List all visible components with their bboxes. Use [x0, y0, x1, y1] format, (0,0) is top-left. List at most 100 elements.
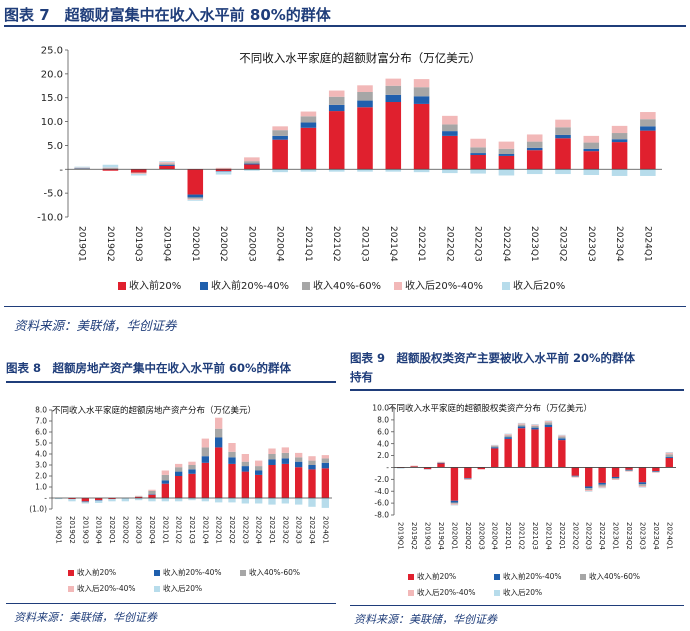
bar-segment	[175, 467, 183, 472]
legend-label: 收入前20%	[417, 571, 456, 581]
bar-segment	[583, 142, 600, 149]
bar-segment	[74, 168, 90, 169]
chart-title: 不同收入水平家庭的超额房地产资产分布（万亿美元）	[52, 405, 256, 416]
bar-segment	[81, 502, 89, 504]
bar-segment	[255, 498, 263, 504]
bar-segment	[504, 437, 512, 439]
bar-segment	[215, 169, 232, 172]
bar-segment	[665, 452, 673, 455]
fig9-title-cont: 持有	[350, 370, 373, 384]
bar-segment	[598, 487, 606, 489]
bar-segment	[638, 484, 647, 486]
y-tick-label: -	[44, 494, 47, 503]
bar-segment	[228, 443, 236, 452]
bar-segment	[585, 491, 593, 492]
bar-segment	[268, 459, 276, 465]
bar-segment	[255, 474, 263, 498]
fig9-chart: 不同收入水平家庭的超额股权类资产分布（万亿美元）10.0 8.0 6.0 4.0 2.0…	[372, 403, 676, 597]
y-tick-label: 10.0	[41, 117, 63, 128]
bar-segment	[470, 153, 486, 155]
bar-segment	[130, 169, 147, 173]
bar-segment	[464, 479, 472, 480]
bar-segment	[504, 433, 512, 435]
bar-segment	[135, 498, 143, 501]
bar-segment	[159, 163, 175, 165]
y-tick-label: 8.0	[377, 416, 389, 425]
legend-swatch	[154, 570, 160, 576]
bar-segment	[526, 169, 543, 175]
bar-segment	[201, 438, 209, 448]
fig7-title-rule	[4, 25, 686, 27]
bar-segment	[640, 112, 656, 120]
bar-segment	[268, 448, 276, 454]
bar-segment	[611, 479, 620, 480]
bar-segment	[215, 171, 232, 175]
x-tick-label: 2021Q1	[504, 522, 512, 550]
bar-segment	[625, 467, 633, 470]
bar-segment	[321, 462, 329, 469]
bar-segment	[321, 455, 329, 459]
bar-segment	[555, 119, 571, 128]
bar-segment	[159, 162, 175, 164]
bar-segment	[652, 472, 660, 473]
fig8-bottom-rule	[6, 603, 336, 604]
bar-segment	[464, 467, 472, 479]
bar-segment	[295, 467, 303, 498]
x-tick-label: 2023Q3	[295, 516, 303, 544]
bar-segment	[328, 169, 345, 172]
bar-segment	[652, 471, 660, 472]
bar-segment	[95, 500, 103, 503]
bar-segment	[175, 498, 183, 502]
x-tick-label: 2022Q2	[571, 522, 579, 550]
bar-segment	[544, 424, 553, 428]
bar-segment	[241, 498, 249, 504]
bar-segment	[188, 469, 196, 474]
bar-segment	[442, 169, 458, 174]
bar-segment	[130, 173, 147, 175]
bar-segment	[268, 498, 276, 505]
y-tick-label: 5.0	[35, 439, 47, 448]
chart-title: 不同收入水平家庭的超额股权类资产分布（万亿美元）	[388, 403, 592, 414]
y-tick-label: 4.0	[377, 439, 389, 448]
bar-segment	[148, 494, 156, 495]
bar-segment	[450, 467, 459, 501]
bar-segment	[491, 444, 499, 446]
bar-segment	[308, 460, 316, 465]
bar-segment	[665, 454, 673, 457]
bar-segment	[437, 462, 445, 463]
bar-segment	[102, 169, 119, 171]
x-tick-label: 2020Q4	[491, 522, 499, 550]
bar-segment	[611, 139, 628, 143]
bar-segment	[611, 133, 628, 140]
x-tick-label: 2019Q3	[81, 516, 89, 544]
bar-segment	[201, 462, 209, 498]
legend-label: 收入前20%-40%	[211, 279, 289, 292]
bar-segment	[357, 169, 373, 172]
fig8-source: 资料来源：美联储，华创证券	[14, 611, 157, 624]
bar-segment	[442, 131, 458, 136]
bar-segment	[442, 115, 458, 125]
y-tick-label: 7.0	[35, 417, 47, 426]
bar-segment	[81, 498, 89, 502]
bar-segment	[95, 498, 103, 501]
bar-segment	[638, 487, 647, 488]
bar-segment	[68, 498, 76, 500]
bar-segment	[385, 78, 402, 86]
bar-segment	[571, 476, 579, 478]
y-tick-label: 15.0	[41, 93, 63, 104]
x-tick-label: 2020Q1	[190, 226, 200, 262]
bar-segment	[161, 480, 169, 484]
bar-segment	[244, 169, 260, 171]
bar-segment	[450, 502, 459, 504]
bar-segment	[228, 451, 236, 458]
bar-segment	[308, 465, 316, 470]
x-tick-label: 2022Q3	[473, 226, 483, 262]
fig8-chart: 不同收入水平家庭的超额房地产资产分布（万亿美元） 8.0 7.0 6.0 5.0 4.0 3…	[29, 405, 332, 593]
bar-segment	[161, 474, 169, 481]
bar-segment	[640, 169, 656, 176]
bar-segment	[526, 134, 543, 142]
x-tick-label: 2023Q2	[558, 226, 568, 262]
bar-segment	[74, 166, 90, 168]
x-tick-label: 2020Q4	[148, 516, 156, 544]
bar-segment	[665, 456, 673, 458]
